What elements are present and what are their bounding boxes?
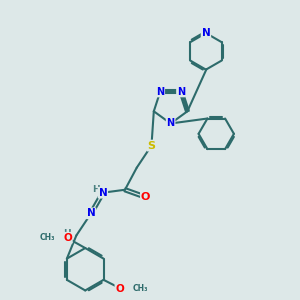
Text: H: H [63, 230, 71, 238]
Text: N: N [87, 208, 95, 218]
Text: N: N [202, 28, 210, 38]
Text: O: O [141, 192, 150, 202]
Text: N: N [177, 86, 185, 97]
Text: H: H [93, 185, 100, 194]
Text: N: N [98, 188, 107, 198]
Text: O: O [116, 284, 124, 294]
Text: N: N [167, 118, 175, 128]
Text: O: O [63, 233, 72, 243]
Text: CH₃: CH₃ [40, 233, 55, 242]
Text: N: N [156, 86, 164, 97]
Text: CH₃: CH₃ [132, 284, 148, 293]
Text: S: S [148, 141, 155, 151]
